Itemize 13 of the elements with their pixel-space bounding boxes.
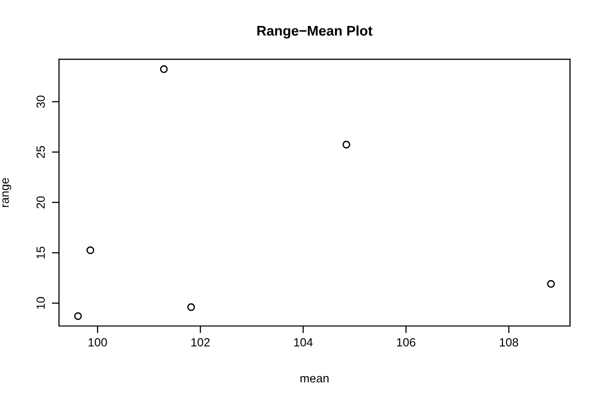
x-tick-label: 104 [294,338,313,346]
x-tick-label: 108 [500,338,518,346]
x-tick-label: 102 [191,338,210,346]
y-tick-label: 10 [36,297,45,309]
x-tick-label: 100 [88,338,107,346]
y-tick-label: 20 [36,196,45,208]
chart-title: Range−Mean Plot [257,25,372,39]
x-tick-label: 106 [397,338,416,346]
y-tick-label: 30 [36,96,45,108]
x-axis-title: mean [300,376,328,382]
y-axis-title: range [2,178,12,207]
y-tick-label: 15 [36,246,45,258]
y-tick-label: 25 [36,146,45,158]
